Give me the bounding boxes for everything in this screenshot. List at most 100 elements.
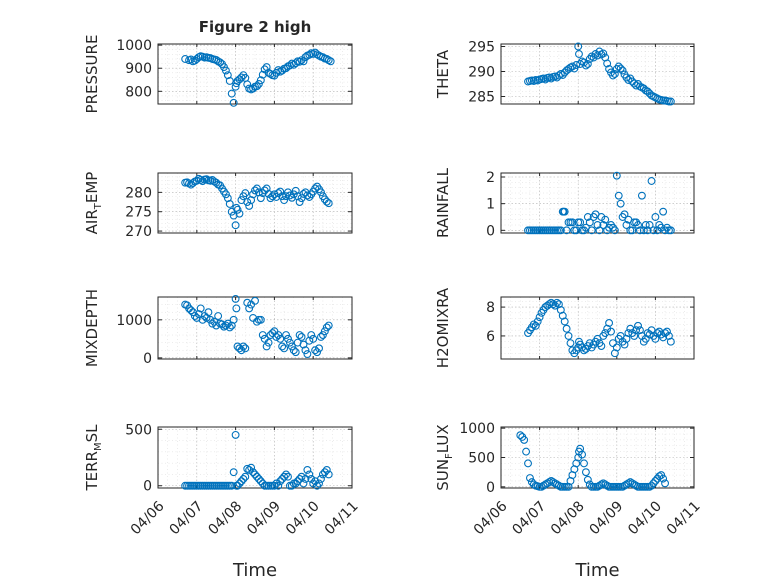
data-point bbox=[262, 184, 271, 193]
data-point bbox=[322, 323, 331, 332]
data-point bbox=[235, 209, 244, 218]
data-point bbox=[231, 430, 240, 439]
data-point bbox=[603, 59, 612, 68]
data-point bbox=[624, 76, 633, 84]
data-point bbox=[587, 226, 596, 235]
data-point bbox=[280, 344, 289, 353]
data-point bbox=[252, 317, 261, 326]
data-point bbox=[225, 323, 234, 332]
data-point bbox=[276, 477, 285, 486]
data-point bbox=[572, 61, 581, 69]
data-point bbox=[581, 468, 590, 477]
data-point bbox=[252, 472, 261, 481]
data-point bbox=[233, 481, 242, 490]
subplot-mixdepth: 0 1000 MIXDEPTH bbox=[83, 289, 353, 367]
x-axis-label: Time bbox=[574, 560, 619, 581]
data-point bbox=[256, 477, 265, 486]
data-point bbox=[541, 480, 550, 489]
data-point bbox=[605, 319, 614, 327]
y-tick-label: 270 bbox=[125, 224, 152, 240]
data-point bbox=[645, 221, 654, 229]
data-point bbox=[626, 478, 635, 487]
data-point bbox=[560, 207, 569, 216]
data-point bbox=[663, 327, 671, 336]
data-point bbox=[280, 472, 289, 481]
data-point bbox=[315, 344, 323, 353]
data-point bbox=[566, 339, 575, 348]
data-point bbox=[221, 321, 230, 330]
data-point bbox=[547, 74, 556, 83]
x-tick-label: 04/06 bbox=[471, 498, 511, 538]
y-tick-label: 275 bbox=[125, 205, 152, 221]
data-point bbox=[651, 213, 660, 221]
data-point bbox=[231, 221, 240, 230]
x-axis-label: Time bbox=[232, 560, 277, 581]
data-point bbox=[545, 478, 554, 487]
y-axis-label: SUNFLUX bbox=[434, 424, 455, 490]
data-point bbox=[243, 464, 252, 473]
data-point bbox=[666, 97, 675, 106]
subplot-air-temp: 270 275 280 AIRTEMP bbox=[83, 172, 353, 240]
data-point bbox=[553, 298, 561, 307]
data-point bbox=[254, 475, 263, 483]
axes-frame bbox=[157, 426, 353, 489]
data-point bbox=[208, 319, 217, 328]
data-point bbox=[580, 346, 588, 355]
data-point bbox=[622, 480, 631, 489]
data-point bbox=[241, 344, 250, 353]
data-point bbox=[235, 75, 244, 84]
data-point bbox=[612, 171, 621, 180]
data-point bbox=[272, 193, 281, 201]
data-point bbox=[599, 49, 608, 58]
data-point bbox=[535, 313, 544, 322]
x-tick-label: 04/09 bbox=[587, 498, 627, 538]
data-point bbox=[303, 350, 312, 359]
data-point bbox=[258, 331, 267, 339]
y-tick-label: 800 bbox=[125, 84, 152, 100]
axes-frame bbox=[500, 43, 695, 105]
x-tick-label: 04/11 bbox=[322, 498, 362, 538]
data-point bbox=[270, 481, 279, 490]
data-point bbox=[237, 73, 246, 82]
y-axis-label: THETA bbox=[434, 49, 452, 99]
subplot-h2omixra: 6 8 H2OMIXRA bbox=[434, 287, 695, 368]
y-axis-label: RAINFALL bbox=[434, 167, 452, 238]
data-point bbox=[622, 221, 631, 229]
data-point bbox=[607, 327, 615, 336]
data-point bbox=[299, 57, 308, 66]
data-point bbox=[641, 221, 650, 229]
y-tick-label: 0 bbox=[486, 223, 495, 239]
data-point bbox=[659, 474, 668, 483]
data-point bbox=[558, 71, 567, 79]
data-point bbox=[311, 184, 320, 193]
data-point bbox=[256, 76, 265, 85]
data-point bbox=[229, 315, 238, 324]
data-point bbox=[634, 221, 642, 229]
y-axis-label: MIXDEPTH bbox=[83, 289, 101, 367]
data-point bbox=[522, 447, 531, 456]
data-point bbox=[320, 468, 329, 477]
data-point bbox=[229, 98, 238, 107]
data-point bbox=[533, 317, 542, 326]
data-point bbox=[289, 346, 298, 355]
data-point bbox=[249, 84, 258, 93]
data-point bbox=[578, 450, 587, 459]
data-point bbox=[324, 321, 333, 330]
subplot-theta: 285 290 295 THETA bbox=[434, 40, 695, 106]
data-point bbox=[245, 465, 254, 474]
y-axis-label: AIRTEMP bbox=[83, 172, 104, 235]
y-axis-label: PRESSURE bbox=[83, 35, 101, 114]
data-point bbox=[252, 82, 261, 91]
data-point bbox=[531, 321, 540, 330]
data-point bbox=[551, 479, 559, 488]
y-tick-label: 900 bbox=[125, 61, 152, 77]
data-point bbox=[315, 479, 323, 488]
data-point bbox=[247, 463, 256, 472]
data-point bbox=[626, 324, 635, 333]
x-tick-label: 04/06 bbox=[128, 498, 168, 538]
data-point bbox=[256, 315, 265, 324]
data-point bbox=[608, 339, 617, 348]
data-point bbox=[537, 482, 546, 491]
subplot-rainfall: 0 1 2 RAINFALL bbox=[434, 167, 695, 239]
